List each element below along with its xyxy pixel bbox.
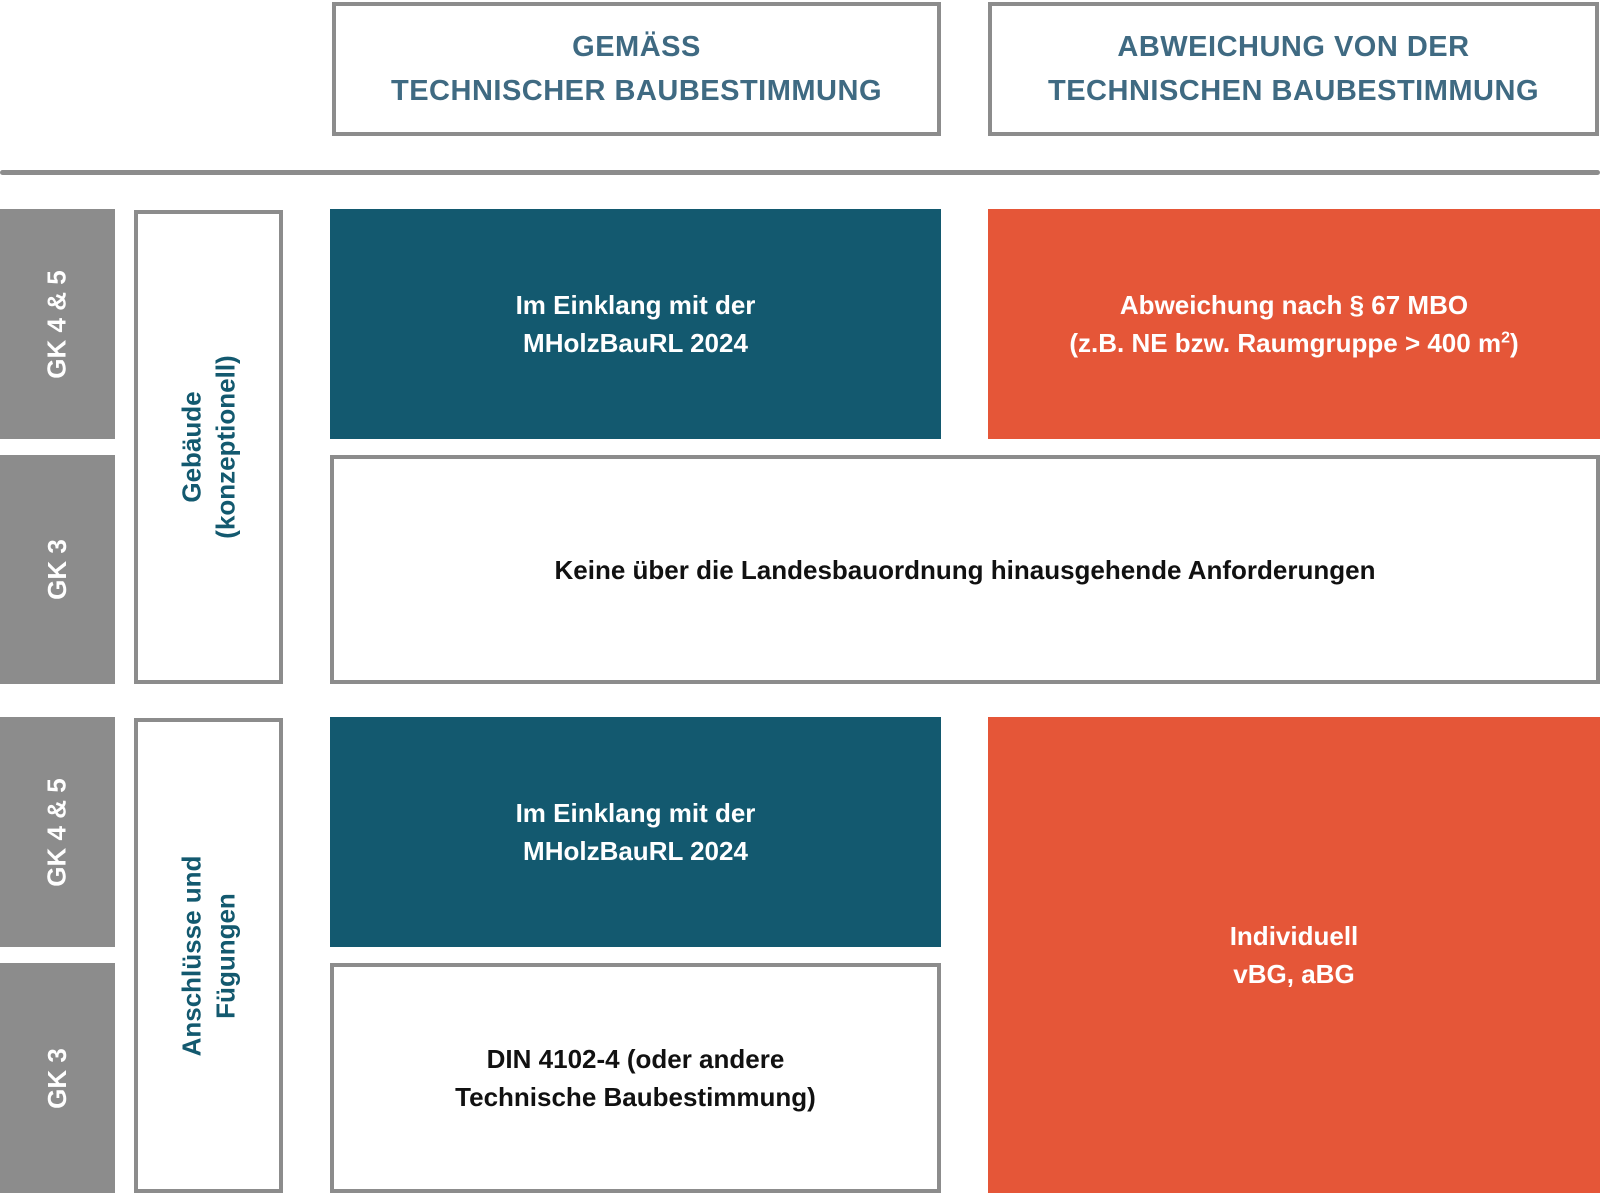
section-label-gebaeude: Gebäude (konzeptionell)	[134, 210, 283, 684]
cell-line: Abweichung nach § 67 MBO	[1119, 290, 1469, 320]
cell-line: MHolzBauRL 2024	[523, 328, 748, 358]
gk-text: GK 4 & 5	[42, 777, 72, 887]
gk-text: GK 3	[42, 539, 72, 600]
gk-4-5-label: GK 4 & 5	[0, 209, 115, 439]
label-line: Gebäude	[176, 391, 207, 503]
divider	[0, 170, 1600, 175]
deviation-anschluesse: Individuell vBG, aBG	[988, 717, 1600, 1193]
cell-line: vBG, aBG	[1233, 959, 1355, 989]
cell-line: DIN 4102-4 (oder andere	[486, 1044, 785, 1074]
compliant-gk45-gebaeude: Im Einklang mit der MHolzBauRL 2024	[330, 209, 941, 439]
compliant-gk3-anschluesse: DIN 4102-4 (oder andere Technische Baubes…	[330, 963, 941, 1193]
cell-line: Keine über die Landesbauordnung hinausge…	[554, 554, 1376, 585]
header-line: GEMÄSS	[572, 31, 701, 63]
gk-3-label: GK 3	[0, 963, 115, 1193]
gk-3-label: GK 3	[0, 455, 115, 684]
cell-line: (z.B. NE bzw. Raumgruppe > 400 m2)	[1069, 324, 1518, 362]
label-line: Fügungen	[210, 892, 241, 1019]
label-line: (konzeptionell)	[210, 355, 241, 539]
header-deviation: ABWEICHUNG VON DER TECHNISCHEN BAUBESTIMM…	[988, 2, 1599, 136]
header-line: ABWEICHUNG VON DER	[1117, 31, 1470, 63]
gk-text: GK 4 & 5	[42, 269, 72, 379]
label-line: Anschlüsse und	[176, 855, 207, 1056]
cell-line: MHolzBauRL 2024	[523, 836, 748, 866]
section-label-anschluesse: Anschlüsse und Fügungen	[134, 718, 283, 1193]
deviation-gk45-gebaeude: Abweichung nach § 67 MBO (z.B. NE bzw. Ra…	[988, 209, 1600, 439]
superscript: 2	[1501, 329, 1510, 347]
gk3-gebaeude-wide: Keine über die Landesbauordnung hinausge…	[330, 455, 1600, 684]
cell-line: Im Einklang mit der	[515, 290, 756, 320]
cell-line: Individuell	[1229, 921, 1359, 951]
header-line: TECHNISCHEN BAUBESTIMMUNG	[1048, 75, 1539, 107]
cell-line: Technische Baubestimmung)	[455, 1082, 816, 1112]
cell-line: Im Einklang mit der	[515, 798, 756, 828]
cell-text: (z.B. NE bzw. Raumgruppe > 400 m	[1069, 328, 1502, 358]
header-line: TECHNISCHER BAUBESTIMMUNG	[391, 75, 882, 107]
gk-text: GK 3	[42, 1047, 72, 1109]
compliant-gk45-anschluesse: Im Einklang mit der MHolzBauRL 2024	[330, 717, 941, 947]
cell-text: )	[1509, 328, 1519, 358]
header-compliant: GEMÄSS TECHNISCHER BAUBESTIMMUNG	[332, 2, 941, 136]
gk-4-5-label: GK 4 & 5	[0, 717, 115, 947]
